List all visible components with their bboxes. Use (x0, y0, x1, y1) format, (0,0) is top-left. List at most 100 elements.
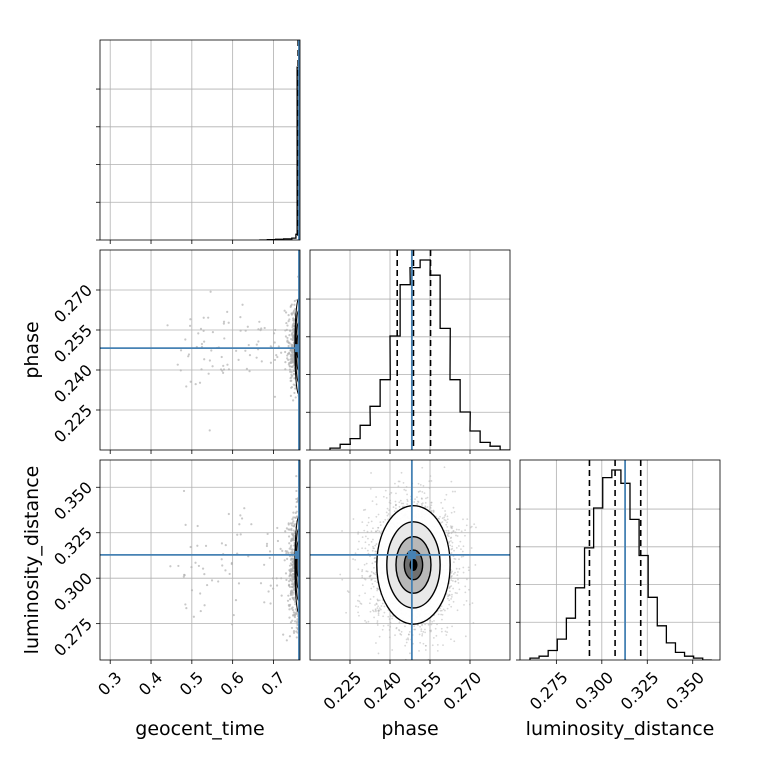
scatter-phase-vs-luminosity-distance-sample-point (375, 503, 378, 506)
scatter-phase-vs-luminosity-distance-sample-point (449, 544, 452, 547)
scatter-geocent-time-vs-luminosity-distance-sample-point (238, 523, 241, 526)
scatter-geocent-time-vs-phase-frame (99, 249, 301, 451)
scatter-geocent-time-vs-luminosity-distance-sample-point (292, 611, 295, 614)
scatter-geocent-time-vs-luminosity-distance-sample-point (292, 576, 295, 579)
scatter-phase-vs-luminosity-distance-sample-point (382, 521, 385, 523)
scatter-phase-vs-luminosity-distance-sample-point (426, 506, 429, 508)
scatter-phase-vs-luminosity-distance-sample-point (430, 501, 433, 504)
scatter-phase-vs-luminosity-distance-sample-point (446, 631, 449, 634)
scatter-phase-vs-luminosity-distance-sample-point (448, 593, 451, 596)
scatter-geocent-time-vs-phase-sample-point (277, 345, 280, 348)
scatter-phase-vs-luminosity-distance-sample-point (378, 607, 381, 610)
x-axis-label-luminosity-distance: luminosity_distance (526, 718, 715, 740)
scatter-geocent-time-vs-luminosity-distance-sample-point (263, 601, 266, 604)
scatter-geocent-time-vs-luminosity-distance-sample-point (269, 584, 272, 587)
scatter-geocent-time-vs-phase-sample-point (292, 334, 295, 337)
scatter-geocent-time-vs-luminosity-distance-sample-point (266, 532, 269, 536)
scatter-phase-vs-luminosity-distance-sample-point (369, 575, 371, 578)
scatter-geocent-time-vs-luminosity-distance-sample-point (292, 557, 295, 560)
scatter-phase-vs-luminosity-distance-sample-point (379, 608, 382, 611)
scatter-phase-vs-luminosity-distance-sample-point (445, 493, 448, 496)
scatter-phase-vs-luminosity-distance-sample-point (419, 625, 421, 628)
scatter-geocent-time-vs-phase-sample-point (241, 303, 244, 306)
scatter-phase-vs-luminosity-distance-sample-point (441, 618, 443, 621)
scatter-phase-vs-luminosity-distance-sample-point (452, 506, 455, 509)
scatter-phase-vs-luminosity-distance-sample-point (405, 641, 408, 644)
scatter-geocent-time-vs-phase-sample-point (283, 309, 286, 312)
scatter-geocent-time-vs-luminosity-distance-sample-point (293, 525, 296, 528)
scatter-geocent-time-vs-phase-sample-point (290, 386, 293, 389)
scatter-geocent-time-vs-phase-sample-point (247, 343, 250, 347)
scatter-geocent-time-vs-luminosity-distance-sample-point (224, 544, 227, 547)
x-tick-label-geocent-time: 0.4 (135, 668, 166, 699)
scatter-phase-vs-luminosity-distance-sample-point (432, 636, 435, 639)
scatter-phase-vs-luminosity-distance-sample-point (357, 568, 360, 571)
scatter-geocent-time-vs-luminosity-distance-sample-point (291, 580, 294, 583)
scatter-geocent-time-vs-luminosity-distance-sample-point (294, 505, 298, 508)
scatter-phase-vs-luminosity-distance-sample-point (374, 604, 376, 606)
scatter-phase-vs-luminosity-distance-sample-point (389, 502, 392, 505)
scatter-geocent-time-vs-luminosity-distance-sample-point (196, 544, 199, 547)
scatter-geocent-time-vs-phase-sample-point (292, 344, 295, 347)
scatter-phase-vs-luminosity-distance-sample-point (373, 616, 375, 619)
scatter-phase-vs-luminosity-distance-sample-point (391, 617, 393, 620)
scatter-geocent-time-vs-phase-sample-point (207, 316, 210, 319)
scatter-phase-vs-luminosity-distance-sample-point (441, 521, 444, 523)
scatter-phase-vs-luminosity-distance-sample-point (417, 490, 420, 493)
scatter-phase-vs-luminosity-distance-sample-point (400, 471, 403, 474)
scatter-geocent-time-vs-phase-sample-point (288, 351, 291, 354)
scatter-geocent-time-vs-luminosity-distance-sample-point (291, 560, 294, 563)
scatter-phase-vs-luminosity-distance-sample-point (376, 620, 379, 622)
scatter-geocent-time-vs-phase-sample-point (189, 380, 192, 383)
scatter-geocent-time-vs-luminosity-distance-sample-point (285, 527, 289, 530)
scatter-phase-vs-luminosity-distance-sample-point (377, 612, 380, 615)
scatter-phase-vs-luminosity-distance-sample-point (441, 507, 444, 509)
scatter-phase-vs-luminosity-distance-sample-point (389, 625, 392, 628)
scatter-phase-vs-luminosity-distance-sample-point (395, 627, 398, 630)
scatter-geocent-time-vs-phase-sample-point (286, 324, 289, 327)
scatter-phase-vs-luminosity-distance-sample-point (372, 585, 375, 588)
x-tick-label-geocent-time: 0.7 (257, 668, 288, 699)
scatter-phase-vs-luminosity-distance-sample-point (381, 602, 384, 605)
scatter-phase-vs-luminosity-distance-sample-point (388, 636, 391, 639)
scatter-phase-vs-luminosity-distance-sample-point (364, 578, 367, 581)
scatter-phase-vs-luminosity-distance-sample-point (367, 620, 370, 623)
scatter-phase-vs-luminosity-distance-sample-point (454, 571, 456, 574)
scatter-phase-vs-luminosity-distance-sample-point (408, 630, 411, 633)
scatter-phase-vs-luminosity-distance-sample-point (394, 500, 397, 503)
scatter-phase-vs-luminosity-distance-sample-point (462, 545, 465, 548)
scatter-phase-vs-luminosity-distance-sample-point (352, 558, 354, 560)
scatter-geocent-time-vs-luminosity-distance-sample-point (287, 594, 290, 597)
scatter-geocent-time-vs-phase-sample-point (269, 345, 272, 348)
scatter-geocent-time-vs-phase-sample-point (198, 381, 202, 384)
scatter-geocent-time-vs-phase-sample-point (184, 338, 187, 341)
scatter-geocent-time-vs-luminosity-distance-sample-point (289, 598, 292, 601)
scatter-phase-vs-luminosity-distance-sample-point (416, 503, 419, 505)
scatter-geocent-time-vs-luminosity-distance-sample-point (293, 516, 297, 519)
scatter-geocent-time-vs-luminosity-distance-sample-point (292, 520, 295, 523)
scatter-phase-vs-luminosity-distance-sample-point (370, 587, 373, 590)
scatter-geocent-time-vs-luminosity-distance-sample-point (268, 550, 272, 553)
scatter-phase-vs-luminosity-distance-sample-point (378, 599, 381, 602)
scatter-geocent-time-vs-phase-sample-point (222, 320, 226, 323)
scatter-geocent-time-vs-luminosity-distance-sample-point (250, 523, 253, 526)
scatter-phase-vs-luminosity-distance-sample-point (454, 580, 457, 583)
scatter-phase-vs-luminosity-distance-sample-point (382, 495, 385, 498)
scatter-phase-vs-luminosity-distance-sample-point (364, 535, 367, 538)
scatter-geocent-time-vs-luminosity-distance-sample-point (289, 578, 292, 581)
scatter-geocent-time-vs-luminosity-distance-sample-point (290, 532, 294, 535)
scatter-phase-vs-luminosity-distance-sample-point (409, 652, 411, 655)
scatter-phase-vs-luminosity-distance-panel-content (310, 460, 510, 660)
scatter-phase-vs-luminosity-distance-sample-point (407, 637, 409, 639)
scatter-phase-vs-luminosity-distance-sample-point (397, 480, 400, 483)
scatter-geocent-time-vs-phase-sample-point (286, 354, 289, 357)
scatter-phase-vs-luminosity-distance-sample-point (400, 630, 403, 633)
scatter-geocent-time-vs-luminosity-distance-sample-point (184, 603, 187, 606)
scatter-phase-vs-luminosity-distance-truth-marker (407, 550, 416, 559)
scatter-phase-vs-luminosity-distance-sample-point (413, 628, 416, 631)
scatter-phase-vs-luminosity-distance-sample-point (361, 521, 364, 523)
scatter-geocent-time-vs-phase-sample-point (292, 372, 295, 376)
scatter-geocent-time-vs-phase-sample-point (290, 370, 293, 373)
scatter-geocent-time-vs-phase-sample-point (210, 349, 213, 352)
